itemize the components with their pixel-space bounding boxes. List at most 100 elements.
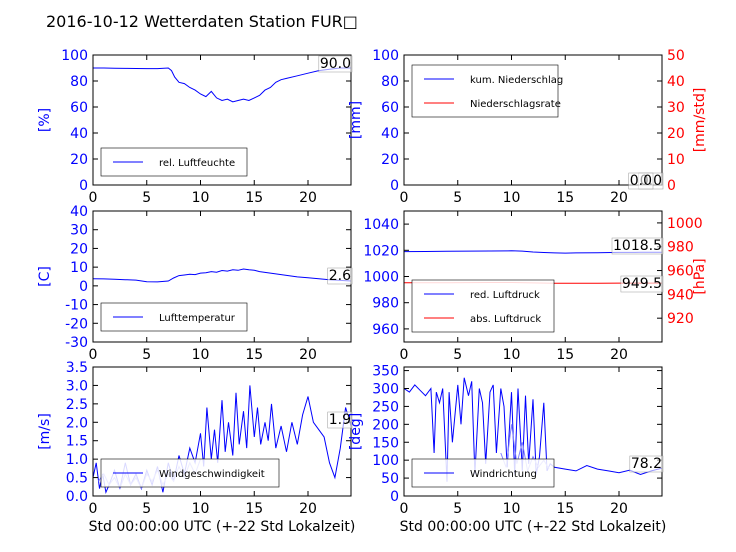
- x-tick-label: 15: [245, 501, 263, 517]
- legend-entry: Windrichtung: [470, 469, 537, 480]
- current-value-label: 1018.5: [613, 238, 662, 254]
- y-right-tick-label: 10: [667, 152, 685, 168]
- current-value-label: 0.0: [630, 173, 652, 189]
- x-axis-label: Std 00:00:00 UTC (+-22 Std Lokalzeit): [89, 519, 356, 535]
- y-right-tick-label: 50: [667, 48, 685, 64]
- panel-pressure: 0 5 10 15 20 960 980 1000 1020 1040 920 940 960 980 10…: [363, 210, 708, 363]
- y-tick-label: 100: [372, 48, 399, 64]
- y-tick-label: 40: [70, 126, 88, 142]
- y-tick-label: 0.0: [66, 489, 88, 505]
- series-line-temperature-0: [92, 268, 352, 283]
- x-tick-label: 5: [453, 190, 462, 206]
- y-tick-label: 0: [79, 178, 88, 194]
- y-tick-label: 30: [70, 223, 88, 239]
- y-tick-label: 0: [390, 178, 399, 194]
- y-tick-label: 20: [70, 152, 88, 168]
- legend-entry: rel. Luftfeuchte: [159, 158, 235, 169]
- current-value-label: 1.9: [329, 412, 351, 428]
- y-right-axis-label: [mm/std]: [692, 88, 708, 153]
- x-tick-label: 0: [400, 190, 409, 206]
- legend-entry: kum. Niederschlag: [470, 75, 563, 86]
- x-tick-label: 10: [192, 347, 210, 363]
- y-tick-label: 0: [79, 279, 88, 295]
- y-tick-label: 1000: [363, 270, 399, 286]
- y-tick-label: -30: [65, 335, 88, 351]
- y-tick-label: 2.0: [66, 415, 88, 431]
- x-tick-label: 5: [142, 347, 151, 363]
- x-tick-label: 20: [299, 190, 317, 206]
- y-tick-label: 1.5: [66, 434, 88, 450]
- y-tick-label: 50: [381, 471, 399, 487]
- y-right-tick-label: 30: [667, 100, 685, 116]
- legend-entry: Niederschlagsrate: [470, 99, 561, 110]
- current-value-box: [629, 455, 664, 473]
- x-tick-label: 15: [556, 347, 574, 363]
- y-right-tick-label: 1000: [667, 216, 703, 232]
- y-axis-label: [m/s]: [37, 413, 53, 450]
- x-tick-label: 15: [245, 347, 263, 363]
- x-tick-label: 10: [503, 501, 521, 517]
- current-value-box: [611, 237, 664, 255]
- y-tick-label: 40: [381, 126, 399, 142]
- panel-wind_speed: 0 5 10 15 20 0.0 0.5 1.0 1.5 2.0 2.5 3.0 3.5 [m/s] Std…: [37, 360, 355, 535]
- y-tick-label: 350: [372, 364, 399, 380]
- x-tick-label: 10: [192, 501, 210, 517]
- y-tick-label: 1020: [363, 243, 399, 259]
- x-tick-label: 20: [299, 347, 317, 363]
- y-tick-label: -10: [65, 298, 88, 314]
- y-tick-label: 20: [381, 152, 399, 168]
- x-tick-label: 5: [142, 190, 151, 206]
- y-axis-label: [deg]: [348, 413, 364, 450]
- y-right-tick-label: 0: [667, 178, 676, 194]
- panel-temperature: 0 5 10 15 20 -30 -20 -10 0 10 20 30 40 [C] Lufttempera…: [37, 204, 353, 363]
- x-tick-label: 20: [299, 501, 317, 517]
- x-tick-label: 5: [453, 347, 462, 363]
- legend-entry: Lufttemperatur: [159, 313, 236, 324]
- current-value-box: [318, 55, 353, 73]
- legend-entry: Windgeschwindigkeit: [159, 469, 265, 480]
- panel-precip: 0 5 10 15 20 0 20 40 60 80 100 0 10 20 30 40 50 [mm] [mm/s…: [348, 48, 708, 206]
- y-tick-label: 3.0: [66, 378, 88, 394]
- current-value-label: 2.6: [329, 268, 351, 284]
- y-tick-label: -20: [65, 316, 88, 332]
- y-tick-label: 80: [381, 74, 399, 90]
- legend-box: [411, 64, 559, 118]
- current-value-box: [327, 411, 353, 429]
- y-tick-label: 300: [372, 382, 399, 398]
- y-tick-label: 100: [61, 48, 88, 64]
- x-tick-label: 0: [400, 347, 409, 363]
- y-tick-label: 0.5: [66, 471, 88, 487]
- x-tick-label: 15: [556, 190, 574, 206]
- y-right-tick-label: 920: [667, 311, 694, 327]
- legend-box: [411, 279, 555, 333]
- y-tick-label: 60: [381, 100, 399, 116]
- y-tick-label: 980: [372, 296, 399, 312]
- current-value-box: [628, 172, 654, 190]
- series-line-wind_dir-0: [403, 377, 663, 482]
- y-tick-label: 1.0: [66, 452, 88, 468]
- y-axis-label: [mm]: [348, 101, 364, 139]
- x-tick-label: 0: [89, 347, 98, 363]
- y-tick-label: 80: [70, 74, 88, 90]
- current-value-label: 90.0: [320, 56, 351, 72]
- y-tick-label: 2.5: [66, 397, 88, 413]
- y-right-tick-label: 980: [667, 240, 694, 256]
- x-tick-label: 0: [89, 190, 98, 206]
- x-tick-label: 10: [192, 190, 210, 206]
- axes-frame-humidity: [92, 54, 352, 186]
- x-tick-label: 0: [400, 501, 409, 517]
- y-tick-label: 3.5: [66, 360, 88, 376]
- y-tick-label: 200: [372, 417, 399, 433]
- y-tick-label: 250: [372, 399, 399, 415]
- x-tick-label: 0: [89, 501, 98, 517]
- y-right-tick-label: 940: [667, 287, 694, 303]
- figure-title: 2016-10-12 Wetterdaten Station FUR□: [46, 12, 358, 31]
- current-value-label: 78.2: [631, 456, 662, 472]
- x-tick-label: 10: [503, 190, 521, 206]
- legend-box: [411, 458, 555, 488]
- series-line-humidity-0: [93, 67, 351, 103]
- y-tick-label: 10: [70, 260, 88, 276]
- x-tick-label: 20: [610, 190, 628, 206]
- y-tick-label: 0: [390, 489, 399, 505]
- y-axis-label: [%]: [37, 108, 53, 132]
